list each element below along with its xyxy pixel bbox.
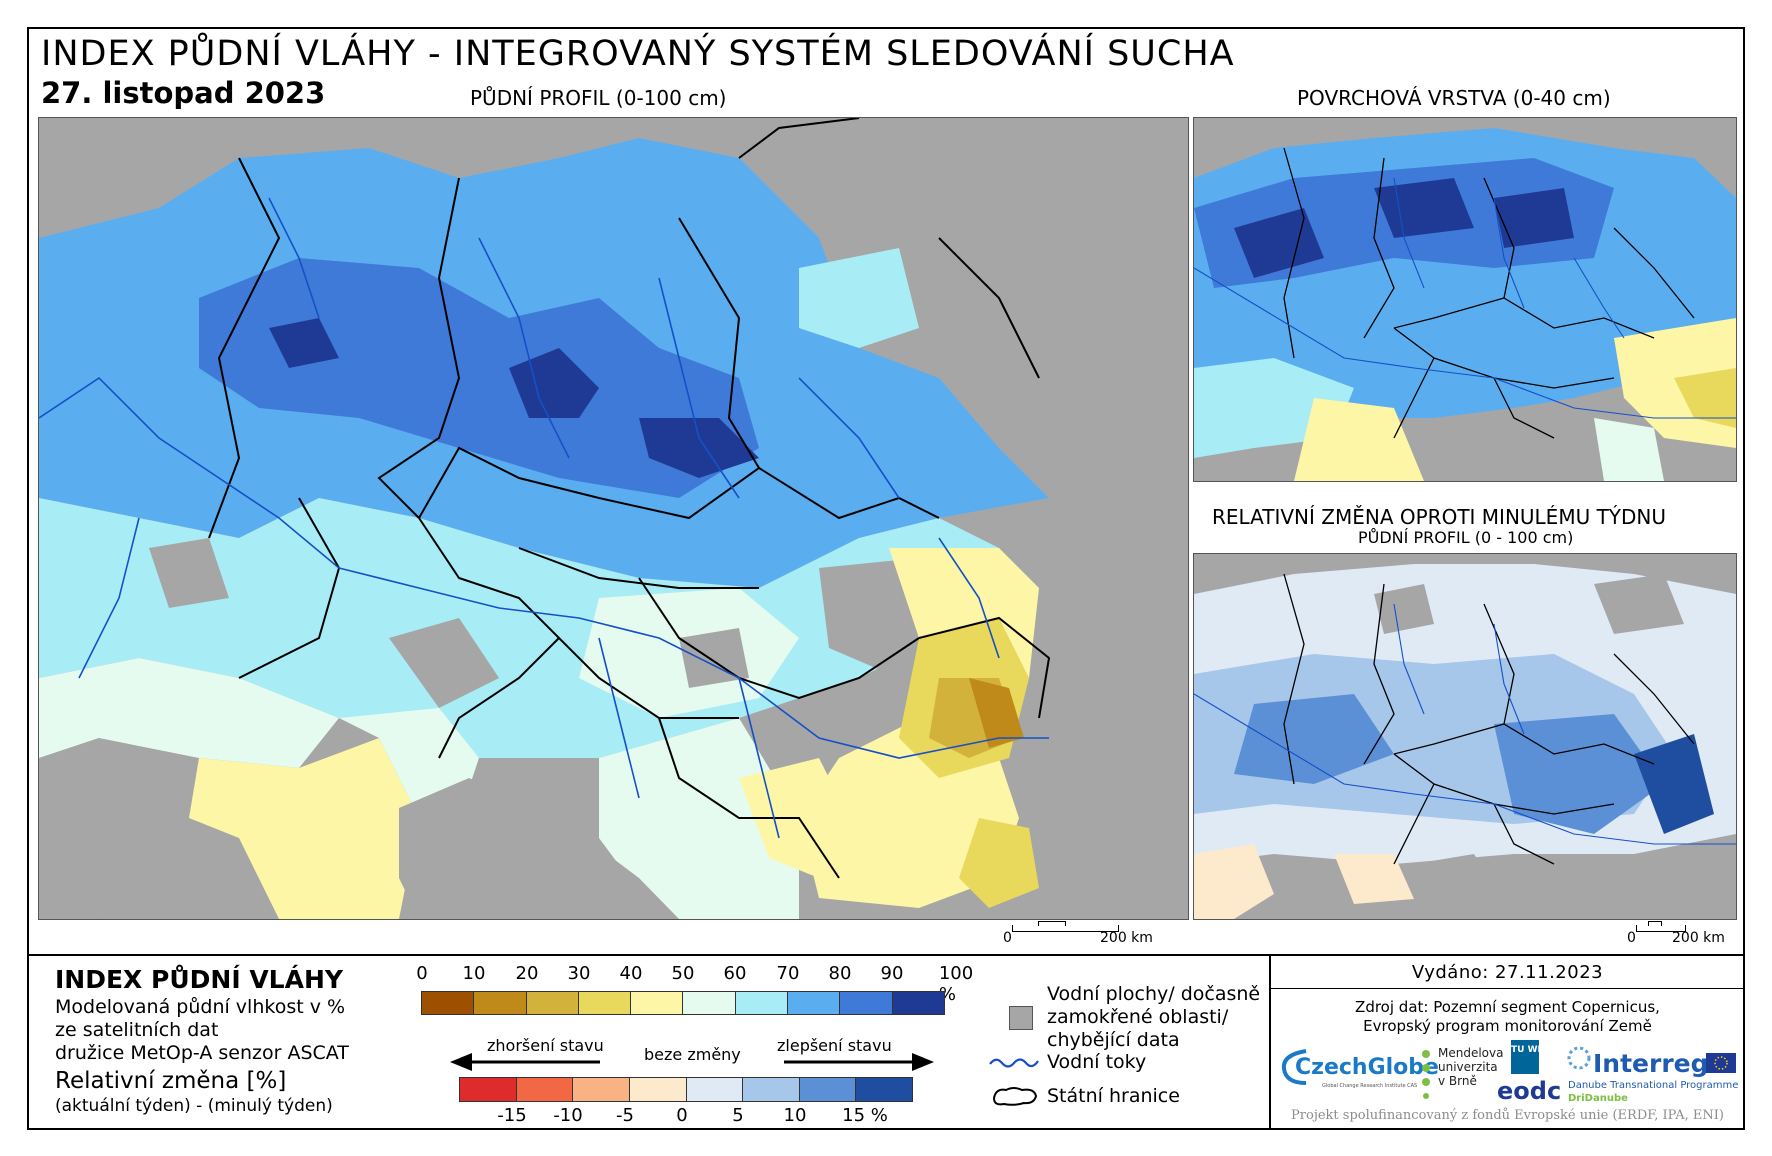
rel-tick: 10 xyxy=(783,1105,807,1126)
mendel-dots-icon xyxy=(1422,1050,1430,1099)
small-scale-end: 200 km xyxy=(1672,930,1725,946)
relative-color-swatch xyxy=(516,1078,574,1101)
czechglobe-logo-sub: Global Change Research Institute CAS xyxy=(1322,1083,1418,1089)
arrow-worse-label: zhoršení stavu xyxy=(487,1036,604,1055)
arrow-same-label: beze změny xyxy=(644,1045,741,1064)
legend-desc-line-3: družice MetOp-A senzor ASCAT xyxy=(55,1042,349,1064)
rel-tick: -15 xyxy=(497,1105,527,1126)
index-tick: 60 xyxy=(723,963,747,984)
rivers-label: Vodní toky xyxy=(1047,1051,1147,1073)
index-tick: 90 xyxy=(880,963,904,984)
index-tick: 40 xyxy=(619,963,643,984)
rel-tick: -5 xyxy=(616,1105,634,1126)
interreg-logo: Interreg xyxy=(1593,1049,1709,1078)
source-line-2: Evropský program monitorování Země xyxy=(1363,1017,1652,1035)
legend-desc-line-1: Modelovaná půdní vlhkost v % xyxy=(55,996,346,1018)
main-soil-moisture-map xyxy=(38,117,1189,920)
change-arrow xyxy=(450,1053,934,1071)
index-tick: 50 xyxy=(671,963,695,984)
index-colorbar xyxy=(421,991,945,1015)
river-symbol xyxy=(989,1058,1039,1068)
water-label-line-3: chybějící data xyxy=(1047,1029,1180,1051)
index-color-swatch xyxy=(683,992,736,1014)
index-color-swatch xyxy=(631,992,684,1014)
issued-date: Vydáno: 27.11.2023 xyxy=(1411,962,1604,983)
relative-color-swatch xyxy=(743,1078,800,1101)
change-map-sublabel: PŮDNÍ PROFIL (0 - 100 cm) xyxy=(1358,528,1574,547)
legend-desc-line-2: ze satelitních dat xyxy=(55,1019,219,1041)
interreg-star-icon xyxy=(1567,1046,1591,1070)
main-scale-end: 200 km xyxy=(1100,930,1153,946)
water-label-line-2: zamokřené oblasti/ xyxy=(1047,1006,1229,1028)
relative-color-swatch xyxy=(686,1078,744,1101)
issued-divider xyxy=(1270,988,1745,989)
surface-layer-map xyxy=(1193,117,1737,482)
small-scale-zero: 0 xyxy=(1627,930,1636,946)
index-tick-labels: 0 10 20 30 40 50 60 70 80 90 100 % xyxy=(404,963,974,1005)
mendel-line-2: univerzita xyxy=(1438,1060,1498,1074)
index-color-swatch xyxy=(840,992,893,1014)
source-line-1: Zdroj dat: Pozemní segment Copernicus, xyxy=(1355,998,1660,1016)
page-frame xyxy=(27,27,1745,1130)
surface-map-label: POVRCHOVÁ VRSTVA (0-40 cm) xyxy=(1297,86,1611,110)
czechglobe-logo: CzechGlobe xyxy=(1295,1055,1439,1080)
interreg-sub: Danube Transnational Programme xyxy=(1568,1080,1739,1091)
relative-color-swatch xyxy=(856,1078,912,1101)
relative-change-colorbar xyxy=(459,1077,913,1102)
border-symbol xyxy=(992,1087,1038,1106)
info-divider xyxy=(1269,955,1271,1130)
eodc-logo: eodc xyxy=(1497,1077,1562,1105)
relative-change-title: Relativní změna [%] xyxy=(55,1068,287,1094)
report-date: 27. listopad 2023 xyxy=(41,76,326,110)
legend-title: INDEX PŮDNÍ VLÁHY xyxy=(55,965,343,994)
czechglobe-logo-icon xyxy=(1281,1049,1307,1085)
weekly-change-map xyxy=(1193,553,1737,920)
relative-color-swatch xyxy=(799,1078,857,1101)
index-color-swatch xyxy=(422,992,475,1014)
main-map-label: PŮDNÍ PROFIL (0-100 cm) xyxy=(470,86,727,110)
arrow-better-label: zlepšení stavu xyxy=(777,1036,892,1055)
rel-tick: 15 % xyxy=(842,1105,888,1126)
index-color-swatch xyxy=(892,992,944,1014)
water-label-line-1: Vodní plochy/ dočasně xyxy=(1047,983,1261,1005)
main-scale-zero: 0 xyxy=(1003,930,1012,946)
mendel-line-1: Mendelova xyxy=(1438,1046,1504,1060)
nodata-swatch xyxy=(1009,1006,1033,1030)
main-scale-bar xyxy=(1012,925,1119,932)
index-color-swatch xyxy=(735,992,789,1014)
small-scale-bar xyxy=(1636,925,1686,932)
tuwien-logo: TU WIEN xyxy=(1511,1040,1555,1074)
mendel-logo: Mendelova univerzita v Brně xyxy=(1438,1046,1503,1088)
index-tick: 10 xyxy=(462,963,486,984)
change-map-label: RELATIVNÍ ZMĚNA OPROTI MINULÉMU TÝDNU xyxy=(1212,505,1667,529)
borders-label: Státní hranice xyxy=(1047,1085,1180,1107)
eu-flag-icon xyxy=(1706,1053,1736,1073)
index-tick: 70 xyxy=(776,963,800,984)
legend-divider xyxy=(27,954,1745,956)
index-tick: 80 xyxy=(828,963,852,984)
rel-tick: -10 xyxy=(553,1105,583,1126)
relative-color-swatch xyxy=(460,1078,517,1101)
funding-footnote: Projekt spolufinancovaný z fondů Evropsk… xyxy=(1291,1108,1724,1123)
index-color-swatch xyxy=(474,992,527,1014)
rel-tick: 5 xyxy=(732,1105,744,1126)
index-color-swatch xyxy=(578,992,632,1014)
relative-color-swatch xyxy=(573,1078,630,1101)
main-scale-bar-mid xyxy=(1038,921,1066,926)
page-title: INDEX PŮDNÍ VLÁHY - INTEGROVANÝ SYSTÉM S… xyxy=(41,34,1235,74)
relative-tick-labels: -15 -10 -5 0 5 10 15 % xyxy=(460,1105,940,1127)
dridanube-logo: DriDanube xyxy=(1568,1093,1628,1104)
mendel-line-3: v Brně xyxy=(1438,1074,1477,1088)
relative-color-swatch xyxy=(629,1078,687,1101)
index-color-swatch xyxy=(788,992,841,1014)
relative-change-subtitle: (aktuální týden) - (minulý týden) xyxy=(55,1096,333,1116)
index-color-swatch xyxy=(526,992,579,1014)
index-tick: 0 xyxy=(416,963,428,984)
rel-tick: 0 xyxy=(676,1105,688,1126)
small-scale-bar-mid xyxy=(1648,921,1662,926)
index-tick: 20 xyxy=(515,963,539,984)
index-tick: 30 xyxy=(567,963,591,984)
data-source: Zdroj dat: Pozemní segment Copernicus, E… xyxy=(1270,998,1745,1036)
